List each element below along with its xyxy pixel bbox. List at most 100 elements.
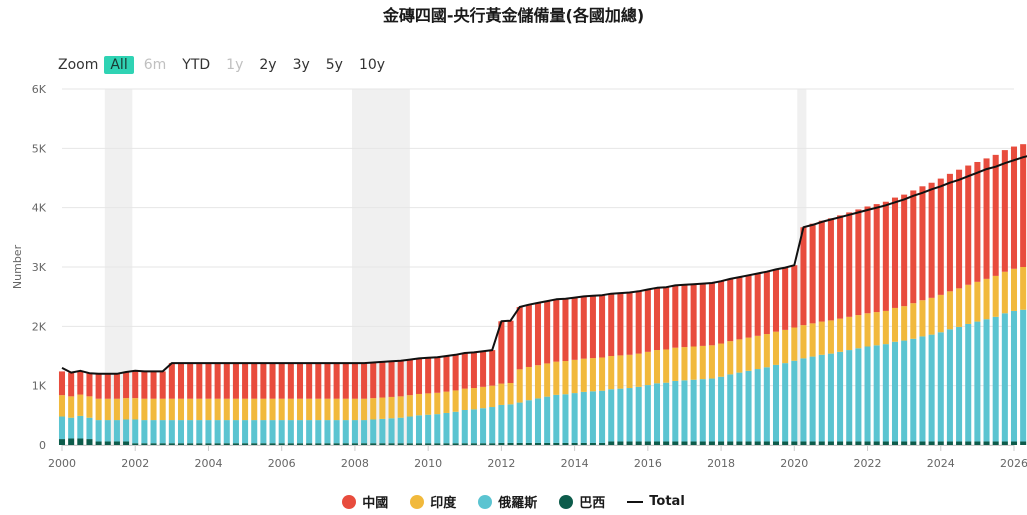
bar-segment-china[interactable] bbox=[901, 194, 908, 307]
bar-segment-russia[interactable] bbox=[608, 389, 615, 442]
bar-segment-brazil[interactable] bbox=[653, 441, 661, 445]
bar-segment-india[interactable] bbox=[306, 398, 313, 421]
bar-segment-india[interactable] bbox=[827, 320, 834, 354]
bar-segment-china[interactable] bbox=[406, 359, 413, 396]
bar-segment-russia[interactable] bbox=[571, 393, 578, 443]
bar-segment-china[interactable] bbox=[873, 204, 880, 313]
zoom-button-1y[interactable]: 1y bbox=[226, 57, 244, 73]
bar-segment-brazil[interactable] bbox=[113, 441, 120, 445]
bar-segment-china[interactable] bbox=[562, 298, 569, 362]
bar-segment-india[interactable] bbox=[480, 386, 487, 409]
bar-segment-brazil[interactable] bbox=[177, 443, 185, 445]
bar-segment-brazil[interactable] bbox=[232, 443, 239, 445]
bar-segment-brazil[interactable] bbox=[928, 441, 935, 445]
bar-segment-brazil[interactable] bbox=[626, 441, 633, 445]
bar-segment-russia[interactable] bbox=[882, 344, 889, 442]
bar-segment-india[interactable] bbox=[223, 398, 230, 421]
bar-segment-brazil[interactable] bbox=[406, 443, 413, 445]
bar-segment-india[interactable] bbox=[406, 395, 413, 417]
bar-segment-china[interactable] bbox=[104, 373, 111, 399]
bar-segment-india[interactable] bbox=[937, 294, 944, 333]
bar-segment-brazil[interactable] bbox=[635, 441, 642, 445]
bar-segment-russia[interactable] bbox=[901, 340, 908, 442]
bar-segment-brazil[interactable] bbox=[882, 441, 889, 445]
bar-segment-india[interactable] bbox=[370, 398, 377, 420]
bar-segment-brazil[interactable] bbox=[827, 441, 834, 445]
bar-segment-india[interactable] bbox=[415, 393, 423, 416]
bar-segment-brazil[interactable] bbox=[699, 441, 706, 445]
bar-segment-india[interactable] bbox=[425, 393, 432, 415]
bar-segment-china[interactable] bbox=[269, 363, 276, 399]
bar-segment-russia[interactable] bbox=[113, 420, 120, 442]
bar-segment-russia[interactable] bbox=[187, 420, 194, 444]
bar-segment-india[interactable] bbox=[617, 355, 624, 389]
bar-segment-brazil[interactable] bbox=[544, 442, 551, 445]
bar-segment-russia[interactable] bbox=[86, 417, 93, 440]
bar-segment-india[interactable] bbox=[516, 369, 523, 403]
bar-segment-russia[interactable] bbox=[1020, 309, 1027, 442]
bar-segment-india[interactable] bbox=[1020, 267, 1027, 310]
bar-segment-brazil[interactable] bbox=[480, 443, 487, 445]
bar-segment-india[interactable] bbox=[324, 398, 331, 421]
bar-segment-india[interactable] bbox=[644, 351, 651, 386]
bar-segment-china[interactable] bbox=[223, 363, 230, 399]
bar-segment-brazil[interactable] bbox=[58, 439, 66, 445]
bar-segment-india[interactable] bbox=[635, 353, 642, 387]
bar-segment-china[interactable] bbox=[443, 356, 450, 392]
bar-segment-brazil[interactable] bbox=[397, 443, 404, 445]
bar-segment-russia[interactable] bbox=[507, 404, 514, 443]
bar-segment-china[interactable] bbox=[415, 358, 423, 394]
bar-segment-russia[interactable] bbox=[846, 350, 853, 442]
bar-segment-india[interactable] bbox=[95, 398, 102, 421]
bar-segment-china[interactable] bbox=[251, 363, 258, 399]
bar-segment-brazil[interactable] bbox=[351, 443, 358, 445]
bar-segment-china[interactable] bbox=[159, 371, 166, 399]
bar-segment-china[interactable] bbox=[141, 371, 148, 399]
bar-segment-russia[interactable] bbox=[296, 420, 304, 444]
bar-segment-brazil[interactable] bbox=[507, 442, 514, 445]
bar-segment-brazil[interactable] bbox=[891, 441, 899, 445]
bar-segment-brazil[interactable] bbox=[278, 443, 285, 445]
bar-segment-russia[interactable] bbox=[864, 346, 871, 442]
bar-segment-india[interactable] bbox=[68, 396, 75, 418]
bar-segment-russia[interactable] bbox=[937, 332, 944, 442]
bar-segment-brazil[interactable] bbox=[68, 438, 75, 445]
bar-segment-china[interactable] bbox=[498, 321, 505, 384]
bar-segment-russia[interactable] bbox=[772, 364, 780, 442]
bar-segment-russia[interactable] bbox=[617, 388, 624, 442]
bar-segment-india[interactable] bbox=[397, 396, 404, 418]
bar-segment-brazil[interactable] bbox=[223, 443, 230, 445]
bar-segment-russia[interactable] bbox=[260, 420, 267, 444]
bar-segment-brazil[interactable] bbox=[965, 441, 972, 445]
bar-segment-china[interactable] bbox=[232, 363, 239, 399]
bar-segment-russia[interactable] bbox=[361, 420, 368, 444]
bar-segment-china[interactable] bbox=[809, 223, 816, 324]
bar-segment-brazil[interactable] bbox=[525, 442, 532, 445]
zoom-button-all[interactable]: All bbox=[104, 56, 134, 74]
bar-segment-india[interactable] bbox=[525, 366, 532, 401]
bar-segment-brazil[interactable] bbox=[168, 443, 175, 445]
bar-segment-brazil[interactable] bbox=[910, 441, 917, 445]
bar-segment-brazil[interactable] bbox=[727, 441, 734, 445]
bar-segment-russia[interactable] bbox=[434, 414, 441, 444]
bar-segment-china[interactable] bbox=[782, 267, 789, 330]
bar-segment-india[interactable] bbox=[718, 343, 725, 377]
bar-segment-china[interactable] bbox=[525, 304, 532, 367]
bar-segment-russia[interactable] bbox=[141, 420, 148, 444]
bar-segment-russia[interactable] bbox=[242, 420, 249, 444]
bar-segment-india[interactable] bbox=[690, 346, 697, 380]
bar-segment-brazil[interactable] bbox=[1010, 441, 1018, 445]
bar-segment-india[interactable] bbox=[965, 284, 972, 324]
bar-segment-russia[interactable] bbox=[626, 388, 633, 442]
bar-segment-russia[interactable] bbox=[196, 420, 203, 444]
bar-segment-brazil[interactable] bbox=[589, 442, 596, 445]
bar-segment-brazil[interactable] bbox=[388, 443, 395, 445]
bar-segment-china[interactable] bbox=[278, 363, 285, 399]
bar-segment-russia[interactable] bbox=[827, 353, 834, 442]
bar-segment-india[interactable] bbox=[891, 307, 899, 342]
bar-segment-china[interactable] bbox=[965, 165, 972, 285]
bar-segment-india[interactable] bbox=[214, 398, 221, 421]
bar-segment-china[interactable] bbox=[1020, 144, 1027, 267]
bar-segment-brazil[interactable] bbox=[672, 441, 679, 445]
bar-segment-china[interactable] bbox=[296, 363, 304, 399]
